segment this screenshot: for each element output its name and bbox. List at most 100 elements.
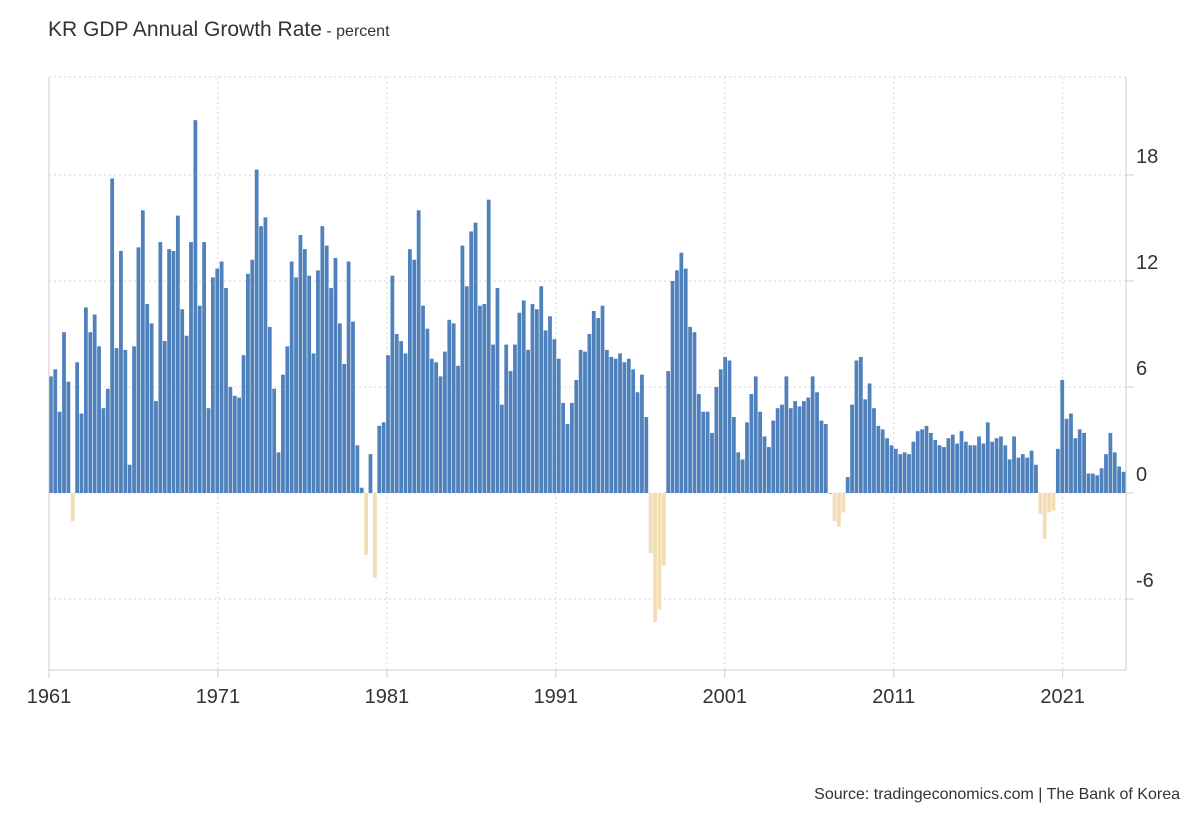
bar: [622, 362, 627, 493]
bar: [1025, 457, 1030, 493]
bar: [495, 288, 500, 493]
chart-title-main: KR GDP Annual Growth Rate: [48, 18, 322, 41]
bar: [359, 487, 364, 493]
bar: [1038, 493, 1043, 515]
bar: [797, 406, 802, 493]
bar: [368, 454, 373, 493]
bar: [49, 376, 53, 493]
bar: [364, 493, 368, 555]
bar: [390, 275, 395, 493]
bar: [845, 477, 850, 493]
bar: [154, 401, 158, 493]
bar: [670, 280, 675, 493]
bar: [403, 353, 408, 493]
bar: [626, 358, 631, 493]
bar: [206, 408, 211, 493]
y-tick-label: 18: [1136, 146, 1158, 168]
bar: [784, 376, 789, 493]
bar: [999, 436, 1003, 493]
bar: [863, 399, 868, 493]
bar: [810, 376, 815, 493]
bar: [653, 493, 657, 622]
bar: [456, 365, 460, 493]
bar: [937, 445, 942, 493]
bar: [416, 210, 421, 493]
y-tick-label: 0: [1136, 464, 1147, 486]
bar: [950, 434, 955, 493]
bar: [915, 431, 920, 493]
source-note: Source: tradingeconomics.com | The Bank …: [814, 786, 1180, 803]
bar: [119, 250, 123, 493]
bar: [210, 277, 215, 493]
bar: [513, 344, 517, 493]
bar: [469, 231, 474, 494]
bar: [1069, 413, 1073, 493]
bar: [591, 311, 596, 493]
bar: [447, 319, 452, 493]
bar: [1108, 432, 1113, 493]
bar: [302, 249, 307, 493]
bar: [666, 371, 671, 493]
chart-subtitle: - percent: [326, 23, 390, 40]
bar: [215, 268, 220, 493]
bar: [237, 397, 242, 493]
bar: [548, 316, 552, 493]
bar: [552, 339, 557, 493]
tick-labels: -6 0 6 12 18 1961 1971 1981 1991 2001 2011 2021: [27, 146, 1159, 708]
bar: [272, 388, 277, 493]
bar: [841, 493, 846, 513]
bar: [1090, 473, 1095, 493]
bar: [701, 411, 706, 493]
bar: [180, 309, 185, 493]
bar: [486, 199, 491, 493]
bar: [618, 353, 622, 493]
bar: [972, 445, 977, 493]
bar: [320, 226, 325, 493]
bar: [79, 413, 84, 493]
bar: [1007, 459, 1012, 493]
bar: [946, 438, 951, 493]
bar: [184, 335, 189, 493]
bar: [578, 349, 583, 493]
bar: [964, 441, 968, 493]
bar: [985, 422, 990, 493]
bar: [193, 120, 198, 493]
bar: [250, 259, 255, 493]
bar: [928, 432, 933, 493]
bar: [924, 425, 929, 493]
bar: [640, 374, 644, 493]
bar: [145, 303, 150, 493]
chart-title: KR GDP Annual Growth Rate - percent: [48, 18, 390, 42]
bar: [872, 408, 876, 493]
bar: [745, 422, 749, 493]
bar: [749, 394, 754, 493]
bar: [394, 333, 399, 493]
x-tick-label: 1961: [27, 686, 72, 708]
bar: [1047, 493, 1051, 513]
bar: [263, 217, 268, 493]
bar: [175, 215, 180, 493]
bar: [990, 441, 995, 493]
bar: [753, 376, 758, 493]
bar: [907, 454, 911, 493]
x-tick-label: 2021: [1040, 686, 1085, 708]
bar: [740, 459, 745, 493]
bar: [127, 464, 132, 493]
bar: [898, 454, 903, 493]
bar: [696, 394, 701, 493]
bar: [381, 422, 386, 493]
bar: [635, 392, 640, 493]
bar: [587, 333, 592, 493]
bar: [337, 323, 342, 493]
bar: [219, 261, 224, 493]
bar: [767, 447, 771, 493]
bar: [57, 411, 62, 493]
bar: [771, 420, 776, 493]
bar: [959, 431, 964, 493]
bar: [981, 443, 986, 493]
bar: [294, 277, 298, 493]
bar: [412, 259, 417, 493]
bar: [499, 404, 504, 493]
bar: [920, 429, 925, 493]
